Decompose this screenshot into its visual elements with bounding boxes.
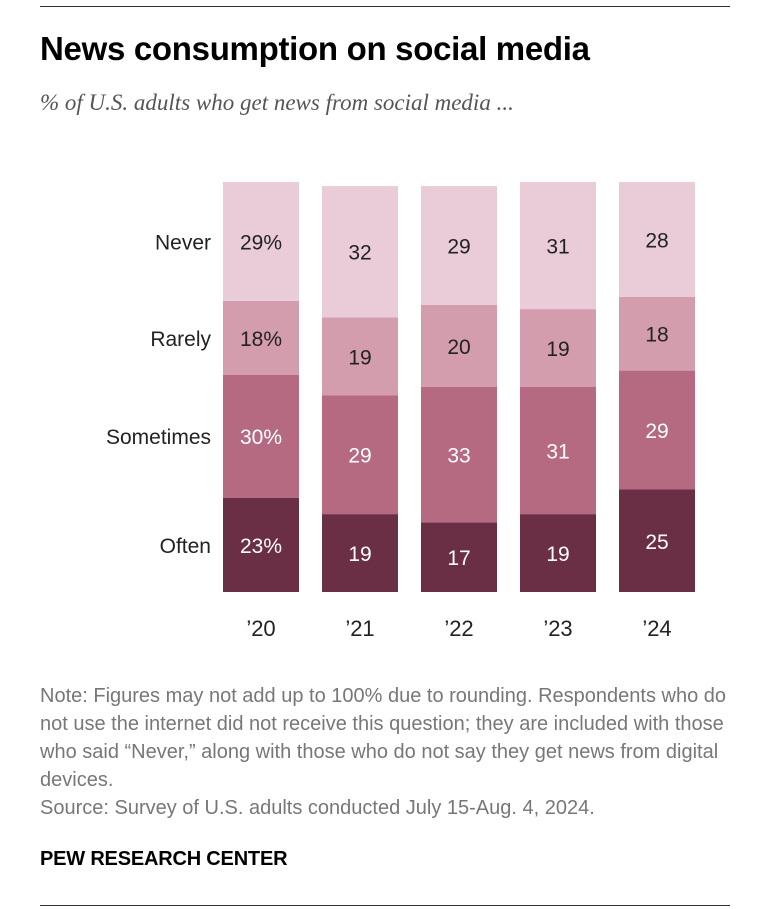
bar-segment-never-2 [322, 186, 398, 318]
stacked-bar-chart: 23% Often 30% Sometimes 18% Rarely 29% Never ’20… [106, 182, 695, 641]
x-tick-label-4: ’23 [543, 616, 572, 641]
bar-segment-rarely-2 [322, 317, 398, 396]
bar-segment-often-3 [421, 522, 497, 592]
legend-label-never: Never [155, 231, 211, 254]
bar-segment-rarely-5 [619, 296, 695, 371]
bar-segment-often-1 [223, 497, 299, 592]
note-text: Note: Figures may not add up to 100% due… [40, 685, 727, 791]
data-label-often-4: 19 [546, 543, 569, 566]
bottom-rule [40, 905, 730, 906]
data-label-rarely-3: 20 [447, 336, 470, 359]
data-label-often-2: 19 [348, 543, 371, 566]
data-label-never-4: 31 [546, 236, 569, 259]
bar-segment-never-4 [520, 182, 596, 310]
bar-segment-often-5 [619, 489, 695, 592]
bar-segment-never-3 [421, 186, 497, 305]
bar-segment-sometimes-4 [520, 387, 596, 515]
bar-segment-rarely-3 [421, 305, 497, 387]
data-label-sometimes-3: 33 [447, 445, 470, 468]
data-label-never-5: 28 [645, 229, 668, 252]
note-block: Note: Figures may not add up to 100% due… [40, 682, 740, 822]
bar-segment-rarely-4 [520, 309, 596, 387]
data-label-rarely-2: 19 [348, 346, 371, 369]
data-label-sometimes-4: 31 [546, 441, 569, 464]
data-label-often-5: 25 [645, 531, 668, 554]
data-label-often-1: 23% [240, 535, 282, 558]
x-tick-label-5: ’24 [642, 616, 671, 641]
bar-segment-never-1 [223, 182, 299, 301]
bar-segment-sometimes-2 [322, 395, 398, 515]
bar-segment-often-4 [520, 514, 596, 592]
data-label-never-2: 32 [348, 242, 371, 265]
data-label-rarely-4: 19 [546, 338, 569, 361]
data-label-sometimes-5: 29 [645, 420, 668, 443]
legend-label-often: Often [160, 535, 211, 558]
bar-segment-rarely-1 [223, 300, 299, 375]
x-tick-label-2: ’21 [345, 616, 374, 641]
brand-name: PEW RESEARCH CENTER [40, 848, 288, 870]
data-label-often-3: 17 [447, 547, 470, 570]
chart-subtitle: % of U.S. adults who get news from socia… [40, 90, 514, 115]
bar-segment-sometimes-5 [619, 370, 695, 490]
data-label-rarely-1: 18% [240, 328, 282, 351]
source-text: Source: Survey of U.S. adults conducted … [40, 797, 595, 819]
x-tick-label-1: ’20 [246, 616, 275, 641]
data-label-never-1: 29% [240, 231, 282, 254]
legend-label-sometimes: Sometimes [106, 426, 211, 449]
x-tick-label-3: ’22 [444, 616, 473, 641]
bar-segment-sometimes-1 [223, 374, 299, 498]
bar-segment-never-5 [619, 182, 695, 297]
legend-label-rarely: Rarely [150, 328, 211, 351]
bar-segment-sometimes-3 [421, 387, 497, 523]
data-label-rarely-5: 18 [645, 324, 668, 347]
bar-segment-often-2 [322, 514, 398, 592]
data-label-sometimes-1: 30% [240, 426, 282, 449]
chart-title: News consumption on social media [40, 30, 590, 67]
data-label-never-3: 29 [447, 236, 470, 259]
top-rule [40, 6, 730, 7]
data-label-sometimes-2: 29 [348, 445, 371, 468]
